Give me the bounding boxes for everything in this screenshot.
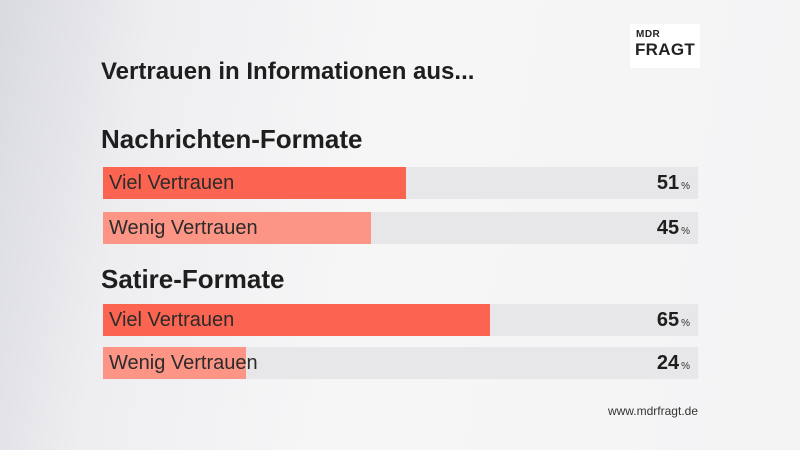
bar-label: Viel Vertrauen [109, 172, 235, 194]
logo-line-1: MDR [636, 29, 661, 40]
bar-value-number: 65 [656, 309, 680, 331]
mdr-fragt-logo: MDR FRAGT [630, 24, 700, 68]
bar-value-number: 24 [656, 352, 680, 374]
bar-satire-wenig [103, 347, 246, 379]
bar-label: Wenig Vertrauen [109, 352, 258, 374]
bar-row-satire-wenig: Wenig Vertrauen 24% [103, 347, 698, 379]
bar-value: 24% [657, 352, 690, 375]
bar-value-number: 45 [656, 217, 680, 239]
bar-value-unit: % [681, 361, 690, 372]
bar-value-unit: % [681, 226, 690, 237]
bar-row-satire-viel: Viel Vertrauen 65% [103, 304, 698, 336]
bar-nachrichten-wenig [103, 212, 371, 244]
logo-line-2: FRAGT [635, 40, 696, 59]
bar-value-unit: % [681, 181, 690, 192]
bar-label: Wenig Vertrauen [109, 217, 258, 239]
bar-value-number: 51 [656, 172, 680, 194]
bar-row-nachrichten-wenig: Wenig Vertrauen 45% [103, 212, 698, 244]
group-title-nachrichten: Nachrichten-Formate [101, 124, 363, 154]
bar-value: 51% [657, 172, 690, 195]
bar-value-unit: % [681, 318, 690, 329]
bar-nachrichten-viel [103, 167, 407, 199]
footer-url: www.mdrfragt.de [607, 404, 698, 418]
bar-value: 45% [657, 217, 690, 240]
group-title-satire: Satire-Formate [101, 264, 285, 294]
bar-satire-viel [103, 304, 490, 336]
chart-title: Vertrauen in Informationen aus... [101, 58, 475, 85]
bar-label: Viel Vertrauen [109, 309, 235, 331]
bar-row-nachrichten-viel: Viel Vertrauen 51% [103, 167, 698, 199]
bar-value: 65% [657, 309, 690, 332]
